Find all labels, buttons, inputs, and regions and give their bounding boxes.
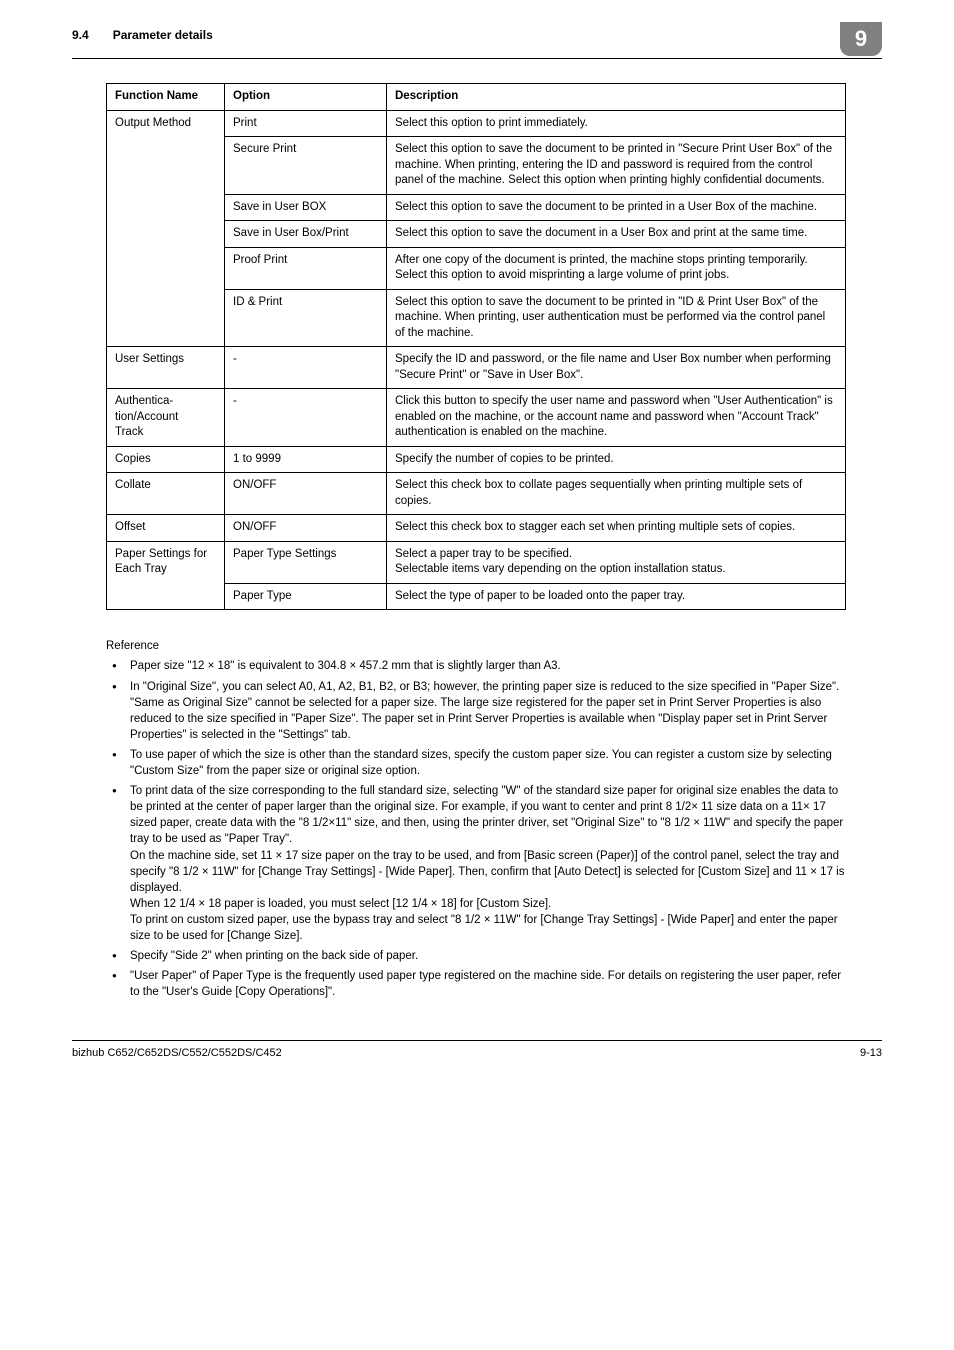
cell-description: Select this option to save the document … bbox=[387, 194, 846, 221]
parameter-table: Function Name Option Description Output … bbox=[106, 83, 846, 610]
table-header-row: Function Name Option Description bbox=[107, 84, 846, 111]
reference-list: Paper size "12 × 18" is equivalent to 30… bbox=[106, 658, 846, 1000]
section-title: Parameter details bbox=[113, 28, 840, 42]
cell-description: After one copy of the document is printe… bbox=[387, 247, 846, 289]
reference-item: Paper size "12 × 18" is equivalent to 30… bbox=[106, 658, 846, 674]
cell-option: Save in User Box/Print bbox=[225, 221, 387, 248]
table-row: Output MethodPrintSelect this option to … bbox=[107, 110, 846, 137]
cell-description: Select this option to print immediately. bbox=[387, 110, 846, 137]
cell-option: Paper Type Settings bbox=[225, 541, 387, 583]
reference-block: Reference Paper size "12 × 18" is equiva… bbox=[106, 638, 846, 1000]
col-option: Option bbox=[225, 84, 387, 111]
cell-description: Specify the number of copies to be print… bbox=[387, 446, 846, 473]
page-header: 9.4 Parameter details 9 bbox=[72, 28, 882, 56]
cell-description: Select this check box to collate pages s… bbox=[387, 473, 846, 515]
cell-option: Proof Print bbox=[225, 247, 387, 289]
reference-item: Specify "Side 2" when printing on the ba… bbox=[106, 948, 846, 964]
chapter-badge: 9 bbox=[840, 22, 882, 56]
cell-function-name: Output Method bbox=[107, 110, 225, 347]
cell-option: - bbox=[225, 389, 387, 447]
cell-description: Select this check box to stagger each se… bbox=[387, 515, 846, 542]
cell-option: Paper Type bbox=[225, 583, 387, 610]
cell-function-name: Authentica-tion/AccountTrack bbox=[107, 389, 225, 447]
footer-model: bizhub C652/C652DS/C552/C552DS/C452 bbox=[72, 1047, 282, 1059]
reference-item: "User Paper" of Paper Type is the freque… bbox=[106, 968, 846, 1000]
cell-description: Select a paper tray to be specified.Sele… bbox=[387, 541, 846, 583]
cell-option: ON/OFF bbox=[225, 515, 387, 542]
cell-option: 1 to 9999 bbox=[225, 446, 387, 473]
table-row: Paper Settings forEach TrayPaper Type Se… bbox=[107, 541, 846, 583]
cell-function-name: Copies bbox=[107, 446, 225, 473]
table-row: Copies1 to 9999Specify the number of cop… bbox=[107, 446, 846, 473]
reference-item: To print data of the size corresponding … bbox=[106, 783, 846, 944]
section-number: 9.4 bbox=[72, 28, 113, 42]
page-footer: bizhub C652/C652DS/C552/C552DS/C452 9-13 bbox=[72, 1040, 882, 1059]
cell-description: Select this option to save the document … bbox=[387, 137, 846, 195]
table-row: OffsetON/OFFSelect this check box to sta… bbox=[107, 515, 846, 542]
table-row: User Settings-Specify the ID and passwor… bbox=[107, 347, 846, 389]
cell-function-name: User Settings bbox=[107, 347, 225, 389]
cell-option: Print bbox=[225, 110, 387, 137]
cell-option: Save in User BOX bbox=[225, 194, 387, 221]
cell-function-name: Paper Settings forEach Tray bbox=[107, 541, 225, 610]
cell-function-name: Offset bbox=[107, 515, 225, 542]
cell-description: Select the type of paper to be loaded on… bbox=[387, 583, 846, 610]
cell-description: Specify the ID and password, or the file… bbox=[387, 347, 846, 389]
cell-option: - bbox=[225, 347, 387, 389]
cell-description: Click this button to specify the user na… bbox=[387, 389, 846, 447]
cell-option: ID & Print bbox=[225, 289, 387, 347]
cell-description: Select this option to save the document … bbox=[387, 221, 846, 248]
col-function-name: Function Name bbox=[107, 84, 225, 111]
reference-item: In "Original Size", you can select A0, A… bbox=[106, 679, 846, 743]
col-description: Description bbox=[387, 84, 846, 111]
table-row: CollateON/OFFSelect this check box to co… bbox=[107, 473, 846, 515]
cell-option: ON/OFF bbox=[225, 473, 387, 515]
table-row: Authentica-tion/AccountTrack-Click this … bbox=[107, 389, 846, 447]
reference-heading: Reference bbox=[106, 638, 846, 654]
header-rule bbox=[72, 58, 882, 59]
footer-page: 9-13 bbox=[860, 1047, 882, 1059]
cell-option: Secure Print bbox=[225, 137, 387, 195]
cell-description: Select this option to save the document … bbox=[387, 289, 846, 347]
reference-item: To use paper of which the size is other … bbox=[106, 747, 846, 779]
cell-function-name: Collate bbox=[107, 473, 225, 515]
